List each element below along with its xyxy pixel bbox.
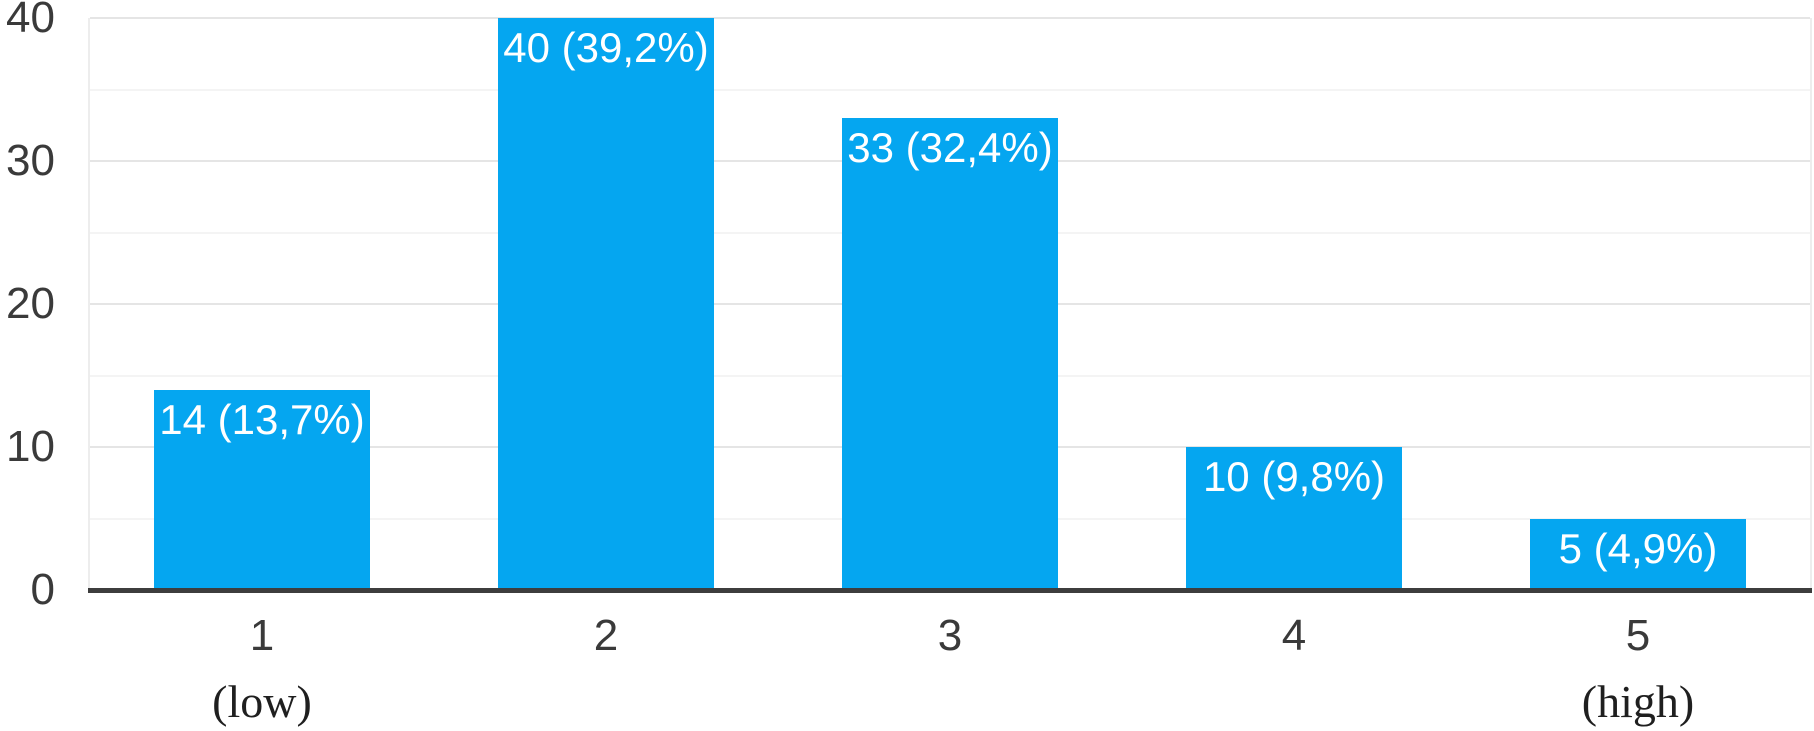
y-axis-tick-label: 40: [6, 0, 55, 42]
bar-value-label: 5 (4,9%): [1558, 524, 1718, 572]
bar-value-label: 14 (13,7%): [159, 395, 365, 443]
bar-value-label: 10 (9,8%): [1202, 453, 1386, 500]
plot-border-right: [1810, 18, 1812, 590]
bar-category-1: [154, 389, 370, 592]
bar-category-2: [498, 18, 714, 592]
x-axis-tick-label: 5: [1625, 611, 1651, 660]
y-axis-tick-label: 0: [30, 565, 55, 614]
x-axis-tick-label: 3: [937, 611, 963, 660]
bar-value-label: 40 (39,2%): [503, 24, 709, 71]
bar-value-label: 33 (32,4%): [847, 124, 1053, 172]
bar-category-5: [1530, 518, 1746, 592]
y-axis-tick-label: 10: [6, 422, 55, 471]
bar-category-3: [842, 118, 1058, 592]
x-axis-tick-label: 4: [1281, 611, 1307, 660]
plot-border-left: [88, 18, 90, 590]
y-axis-tick-label: 30: [6, 136, 55, 185]
x-axis-tick-label: 2: [593, 611, 619, 660]
x-axis-tick-label: 1: [249, 611, 275, 660]
x-axis-sub-label: (low): [212, 676, 312, 727]
gridline-major: [90, 17, 1810, 19]
x-axis-sub-label: (high): [1581, 676, 1695, 727]
bar-category-4: [1186, 447, 1402, 592]
gridline-minor: [90, 88, 1810, 91]
x-axis-line: [88, 588, 1812, 593]
y-axis-tick-label: 20: [6, 279, 55, 328]
